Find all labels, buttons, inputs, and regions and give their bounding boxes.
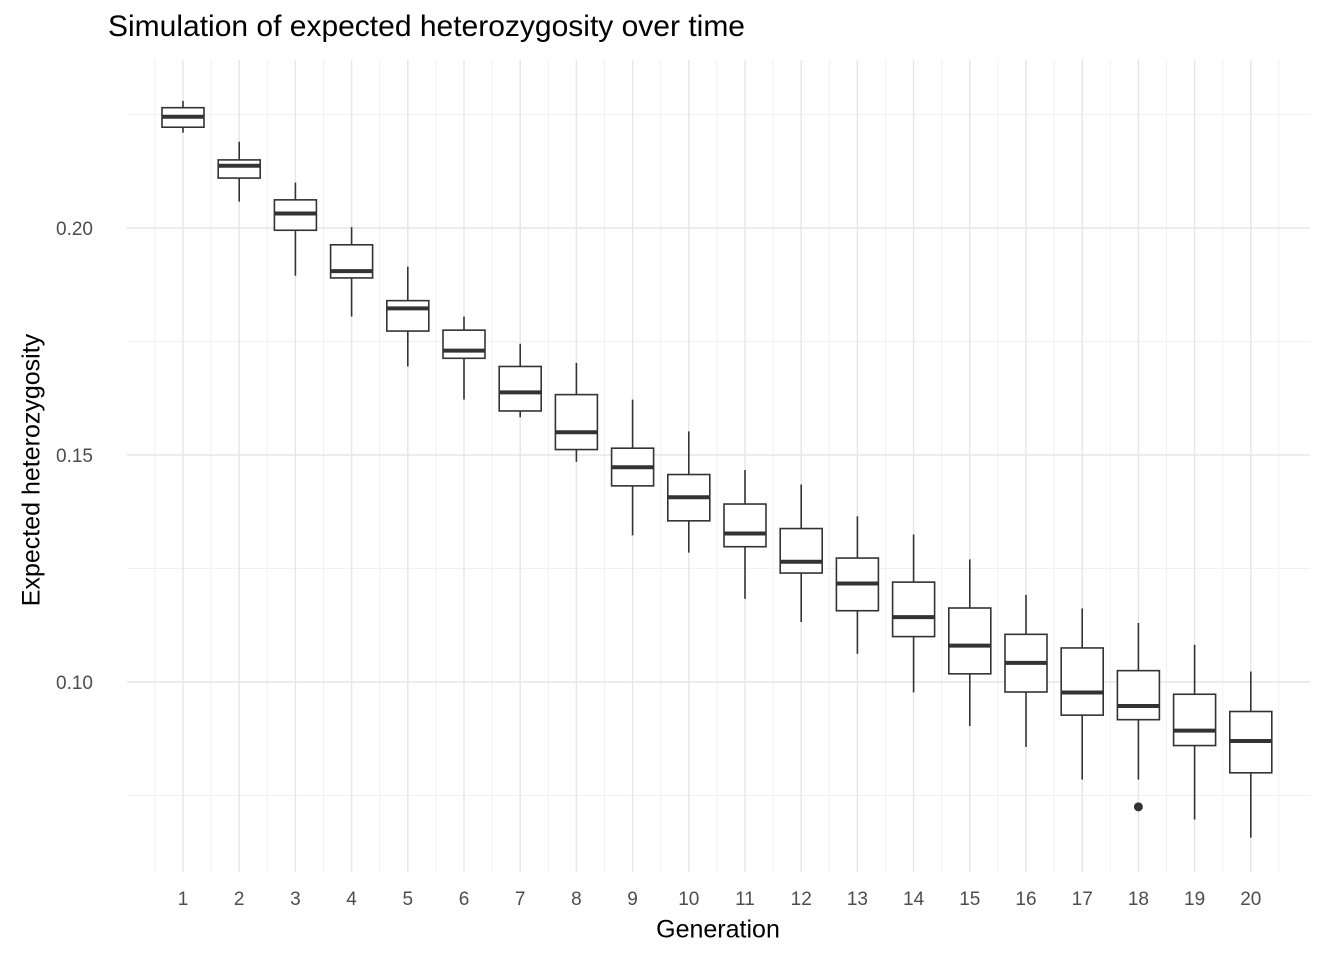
grid-layer xyxy=(127,60,1310,872)
box-generation-6 xyxy=(442,316,486,400)
box-iqr xyxy=(947,607,992,675)
box-generation-4 xyxy=(329,227,374,317)
box-generation-3 xyxy=(273,182,318,276)
box-generation-14 xyxy=(891,534,936,693)
x-tick-label: 1 xyxy=(178,889,189,910)
x-tick-label: 2 xyxy=(234,889,245,910)
x-tick-label: 17 xyxy=(1072,889,1093,910)
tick-label-layer: 0.100.150.201 2 3 4 5 6 7 8 9 10 11 12 13 14 15 16 17 18 1… xyxy=(56,219,1261,910)
x-tick-label: 12 xyxy=(791,889,812,910)
box-generation-13 xyxy=(835,516,880,654)
box-iqr xyxy=(442,329,486,360)
x-tick-label: 18 xyxy=(1128,889,1149,910)
box-generation-9 xyxy=(610,399,655,536)
box-iqr xyxy=(891,581,936,638)
x-tick-label: 14 xyxy=(903,889,925,910)
box-generation-12 xyxy=(779,484,824,623)
box-generation-17 xyxy=(1060,608,1104,780)
x-tick-label: 13 xyxy=(847,889,868,910)
box-generation-19 xyxy=(1172,644,1217,820)
box-iqr xyxy=(554,393,599,451)
box-iqr xyxy=(217,159,261,179)
box-iqr xyxy=(498,365,543,412)
x-tick-label: 10 xyxy=(678,889,699,910)
box-generation-1 xyxy=(161,100,205,133)
x-tick-label: 7 xyxy=(515,889,526,910)
box-iqr xyxy=(385,299,430,332)
x-tick-label: 19 xyxy=(1184,889,1205,910)
y-tick-label: 0.20 xyxy=(56,219,93,240)
y-tick-label: 0.10 xyxy=(56,673,93,694)
x-axis-title: Generation xyxy=(656,915,780,944)
y-tick-label: 0.15 xyxy=(56,446,93,467)
x-tick-label: 6 xyxy=(459,889,470,910)
box-generation-7 xyxy=(498,343,543,418)
box-iqr xyxy=(1172,693,1217,747)
x-tick-label: 16 xyxy=(1015,889,1036,910)
box-iqr xyxy=(723,503,767,548)
x-tick-label: 5 xyxy=(403,889,414,910)
x-tick-label: 9 xyxy=(627,889,638,910)
x-tick-label: 4 xyxy=(346,889,357,910)
x-tick-label: 8 xyxy=(571,889,582,910)
box-generation-5 xyxy=(385,266,430,367)
box-generation-15 xyxy=(947,559,992,727)
box-layer xyxy=(161,100,1273,838)
x-tick-label: 11 xyxy=(735,889,755,910)
box-iqr xyxy=(1060,647,1104,716)
outlier-point xyxy=(1133,802,1143,812)
y-axis-title: Expected heterozygosity xyxy=(17,333,46,607)
box-generation-2 xyxy=(217,141,261,202)
box-iqr xyxy=(1116,669,1161,721)
x-tick-label: 15 xyxy=(959,889,980,910)
box-generation-8 xyxy=(554,362,599,462)
box-iqr xyxy=(779,527,824,574)
box-generation-20 xyxy=(1229,671,1273,838)
box-generation-10 xyxy=(666,431,711,553)
x-tick-label: 20 xyxy=(1240,889,1261,910)
x-tick-label: 3 xyxy=(290,889,301,910)
chart-title: Simulation of expected heterozygosity ov… xyxy=(108,10,745,43)
box-generation-16 xyxy=(1004,594,1048,747)
box-generation-18 xyxy=(1116,622,1161,812)
box-generation-11 xyxy=(723,469,767,599)
